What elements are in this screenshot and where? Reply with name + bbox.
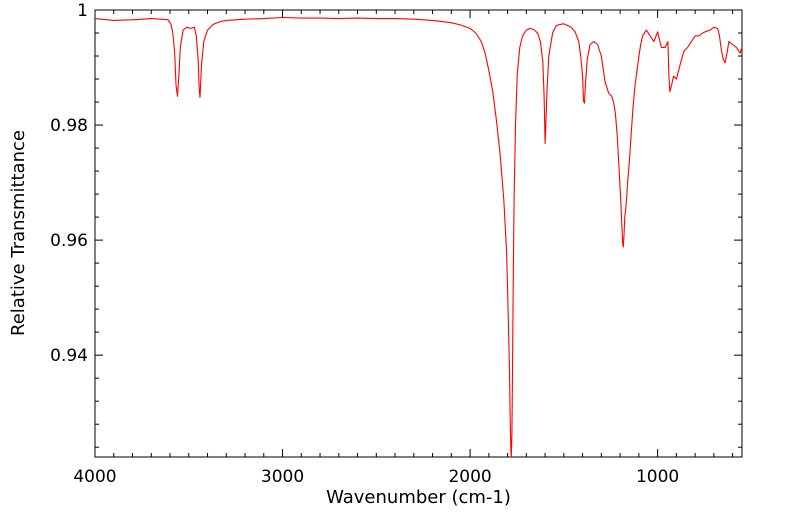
y-tick-label: 0.94 bbox=[50, 346, 88, 366]
x-tick-label: 4000 bbox=[73, 467, 116, 487]
x-tick-label: 3000 bbox=[261, 467, 304, 487]
major-ticks bbox=[94, 9, 742, 457]
plot-area-border bbox=[94, 9, 743, 458]
x-tick-labels: 4000 3000 2000 1000 bbox=[73, 467, 679, 487]
y-tick-labels: 1 0.98 0.96 0.94 bbox=[50, 1, 88, 366]
y-tick-label: 0.98 bbox=[50, 116, 88, 136]
x-tick-label: 1000 bbox=[636, 467, 679, 487]
x-tick-label: 2000 bbox=[448, 467, 491, 487]
y-tick-label: 0.96 bbox=[50, 231, 88, 251]
plot-frame bbox=[94, 9, 743, 458]
y-tick-label: 1 bbox=[77, 1, 88, 21]
minor-ticks bbox=[95, 10, 742, 457]
spectrum-line bbox=[94, 16, 743, 458]
y-axis-title: Relative Transmittance bbox=[8, 130, 29, 336]
x-axis-title: Wavenumber (cm-1) bbox=[326, 487, 511, 508]
